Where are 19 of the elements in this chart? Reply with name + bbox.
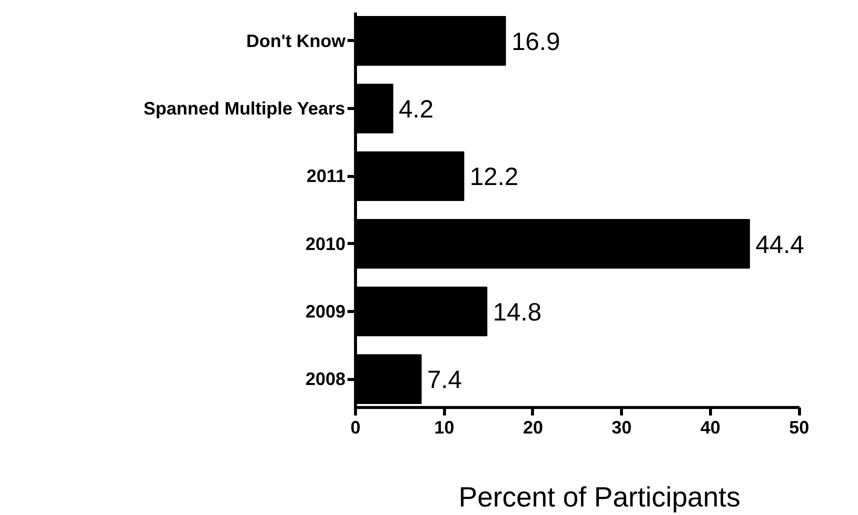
data-label: 44.4: [755, 230, 804, 259]
x-tick-label: 20: [522, 418, 543, 438]
x-tick-label: 30: [612, 418, 632, 438]
y-tick-label: 2008: [305, 369, 346, 390]
x-tick-label: 0: [350, 418, 361, 438]
data-label: 7.4: [427, 366, 462, 394]
x-axis-title: Percent of Participants: [458, 482, 740, 512]
data-label: 12.2: [470, 163, 518, 192]
x-tick-label: 50: [789, 418, 810, 438]
y-tick-label: Don't Know: [246, 30, 346, 51]
y-tick-label: 2011: [306, 166, 346, 186]
x-tick-label: 10: [434, 418, 454, 438]
data-label: 4.2: [398, 96, 434, 124]
y-tick-label: Spanned Multiple Years: [143, 98, 346, 119]
data-label: 16.9: [511, 28, 560, 56]
data-label: 14.8: [492, 298, 542, 326]
y-tick-label: 2009: [305, 301, 346, 322]
y-tick-label: 2010: [305, 234, 346, 254]
x-tick-label: 40: [700, 418, 720, 438]
